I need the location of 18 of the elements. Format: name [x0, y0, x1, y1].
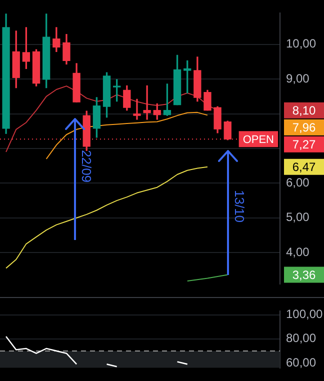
- text: 3,36: [292, 268, 316, 282]
- text: 6,47: [292, 160, 316, 174]
- y-tick-label: 9,00: [286, 71, 310, 86]
- text: 7,27: [292, 138, 316, 152]
- annotation: 22/09: [78, 150, 94, 183]
- annotation: 13/10: [231, 190, 247, 223]
- y-tick-label: 6,00: [286, 176, 310, 190]
- y-tick-label: 60,00: [286, 355, 316, 370]
- text: 8,10: [292, 104, 316, 118]
- y-tick-label: 80,00: [286, 331, 316, 346]
- y-tick-label: 100,00: [286, 307, 324, 322]
- y-tick-label: 5,00: [286, 210, 310, 224]
- ref-line-label: OPEN: [242, 134, 274, 146]
- candlestick: [133, 98, 141, 120]
- candlestick: [143, 85, 151, 120]
- text: 7,96: [292, 120, 316, 135]
- y-tick-label: 4,00: [286, 244, 310, 259]
- y-tick-label: 10,00: [286, 36, 316, 51]
